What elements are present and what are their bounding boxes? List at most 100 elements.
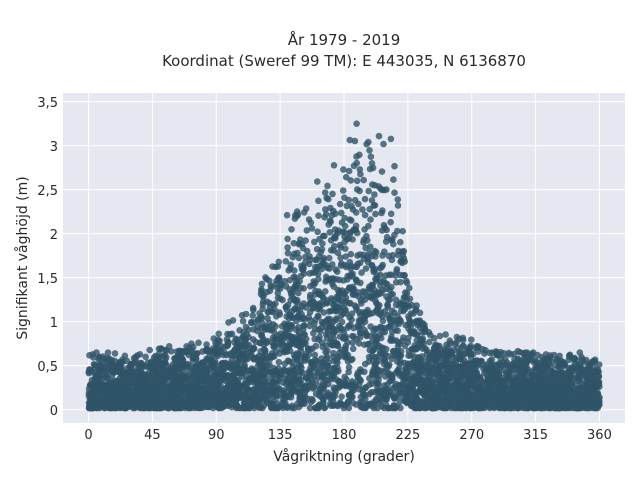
data-point — [387, 337, 394, 344]
data-point — [523, 401, 530, 408]
data-point — [378, 324, 385, 331]
data-point — [314, 178, 321, 185]
data-point — [138, 360, 145, 367]
data-point — [271, 344, 278, 351]
data-point — [587, 389, 594, 396]
data-point — [358, 322, 365, 329]
data-point — [488, 362, 495, 369]
data-point — [320, 261, 327, 268]
data-point — [304, 227, 311, 234]
data-point — [402, 322, 409, 329]
data-point — [348, 177, 355, 184]
data-point — [340, 187, 347, 194]
data-point — [235, 368, 242, 375]
data-point — [304, 375, 311, 382]
data-point — [322, 349, 329, 356]
data-point — [369, 282, 376, 289]
data-point — [349, 236, 356, 243]
data-point — [331, 162, 338, 169]
data-point — [273, 313, 280, 320]
data-point — [324, 297, 331, 304]
data-point — [369, 263, 376, 270]
data-point — [362, 212, 369, 219]
data-point — [86, 392, 93, 399]
data-point — [398, 308, 405, 315]
data-point — [250, 307, 257, 314]
data-point — [365, 341, 372, 348]
data-point — [344, 339, 351, 346]
data-point — [384, 281, 391, 288]
data-point — [188, 340, 195, 347]
data-point — [310, 282, 317, 289]
data-point — [325, 327, 332, 334]
data-point — [572, 386, 579, 393]
data-point — [294, 297, 301, 304]
data-point — [238, 343, 245, 350]
data-point — [189, 368, 196, 375]
data-point — [249, 312, 256, 319]
data-point — [354, 178, 361, 185]
data-point — [353, 277, 360, 284]
data-point — [276, 359, 283, 366]
data-point — [358, 402, 365, 409]
data-point — [124, 376, 131, 383]
data-point — [258, 314, 265, 321]
data-point — [391, 163, 398, 170]
data-point — [561, 371, 568, 378]
data-point — [468, 336, 475, 343]
data-point — [418, 336, 425, 343]
data-point — [264, 315, 271, 322]
data-point — [330, 208, 337, 215]
data-point — [440, 360, 447, 367]
data-point — [376, 133, 383, 140]
data-point — [329, 341, 336, 348]
data-point — [399, 228, 406, 235]
data-point — [371, 346, 378, 353]
data-point — [171, 404, 178, 411]
data-point — [146, 347, 153, 354]
data-point — [347, 137, 354, 144]
data-point — [326, 265, 333, 272]
data-point — [539, 386, 546, 393]
data-point — [225, 390, 232, 397]
data-point — [135, 397, 142, 404]
data-point — [239, 312, 246, 319]
data-point — [288, 394, 295, 401]
data-point — [203, 347, 210, 354]
data-point — [332, 233, 339, 240]
data-point — [402, 366, 409, 373]
data-point — [489, 356, 496, 363]
data-point — [494, 372, 501, 379]
data-point — [243, 324, 250, 331]
data-point — [346, 197, 353, 204]
data-point — [304, 248, 311, 255]
data-point — [353, 160, 360, 167]
data-point — [353, 223, 360, 230]
data-point — [141, 396, 148, 403]
data-point — [424, 387, 431, 394]
data-point — [487, 350, 494, 357]
data-point — [275, 275, 282, 282]
data-point — [413, 302, 420, 309]
data-point — [300, 285, 307, 292]
data-point — [371, 191, 378, 198]
data-point — [337, 201, 344, 208]
data-point — [452, 365, 459, 372]
data-point — [284, 244, 291, 251]
data-point — [395, 252, 402, 259]
data-point — [356, 188, 363, 195]
data-point — [595, 366, 602, 373]
data-point — [472, 358, 479, 365]
data-point — [430, 392, 437, 399]
data-point — [344, 203, 351, 210]
data-point — [329, 191, 336, 198]
data-point — [375, 376, 382, 383]
data-point — [488, 399, 495, 406]
data-point — [183, 349, 190, 356]
data-point — [271, 386, 278, 393]
data-point — [416, 320, 423, 327]
data-point — [440, 346, 447, 353]
data-point — [428, 398, 435, 405]
data-point — [373, 398, 380, 405]
data-point — [587, 361, 594, 368]
